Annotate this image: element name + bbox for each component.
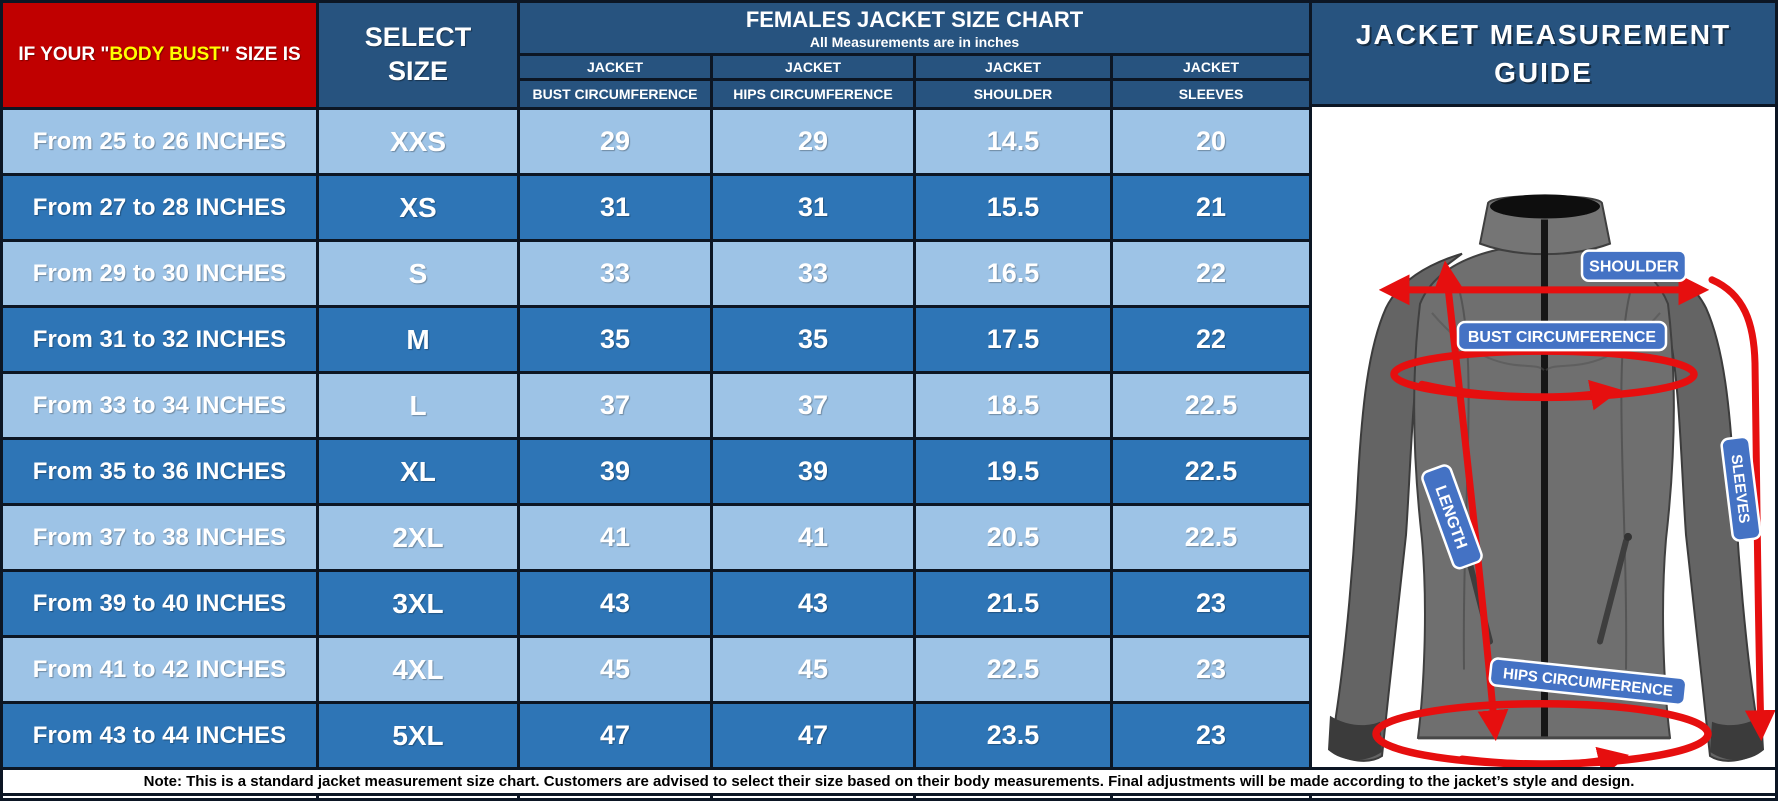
row-shoulder-value: 21.5	[916, 572, 1110, 635]
body-bust-suffix: " SIZE IS	[220, 44, 301, 65]
col-header-jacket: JACKET	[1113, 56, 1309, 78]
row-bust-value: 37	[520, 374, 710, 437]
row-size: S	[319, 242, 517, 305]
row-bust-value: 39	[520, 440, 710, 503]
guide-title: JACKET MEASUREMENT GUIDE	[1312, 3, 1775, 107]
chart-title-band: FEMALES JACKET SIZE CHART All Measuremen…	[520, 3, 1309, 53]
row-hips-value: 47	[713, 704, 913, 767]
row-bust-value: 45	[520, 638, 710, 701]
row-size: 4XL	[319, 638, 517, 701]
note-bar: Note: This is a standard jacket measurem…	[3, 770, 1775, 793]
row-shoulder-value: 18.5	[916, 374, 1110, 437]
row-shoulder-value: 23.5	[916, 704, 1110, 767]
bust-circumference-label: BUST CIRCUMFERENCE	[1456, 320, 1668, 352]
row-size: XS	[319, 176, 517, 239]
row-shoulder-value: 14.5	[916, 110, 1110, 173]
col-header-jacket: JACKET	[916, 56, 1110, 78]
row-bust-range: From 29 to 30 INCHES	[3, 242, 316, 305]
row-bust-range: From 43 to 44 INCHES	[3, 704, 316, 767]
row-size: XXS	[319, 110, 517, 173]
row-hips-value: 39	[713, 440, 913, 503]
body-bust-highlight: BODY BUST	[109, 44, 221, 65]
guide-title-line1: JACKET MEASUREMENT	[1355, 18, 1732, 50]
row-size: XL	[319, 440, 517, 503]
row-shoulder-value: 15.5	[916, 176, 1110, 239]
row-hips-value: 43	[713, 572, 913, 635]
row-size: 2XL	[319, 506, 517, 569]
row-bust-range: From 33 to 34 INCHES	[3, 374, 316, 437]
row-size: L	[319, 374, 517, 437]
svg-text:SHOULDER: SHOULDER	[1589, 258, 1679, 276]
row-hips-value: 33	[713, 242, 913, 305]
row-bust-value: 47	[520, 704, 710, 767]
row-bust-range: From 27 to 28 INCHES	[3, 176, 316, 239]
row-bust-range: From 31 to 32 INCHES	[3, 308, 316, 371]
svg-text:BUST CIRCUMFERENCE: BUST CIRCUMFERENCE	[1468, 328, 1657, 346]
col-header-shoulder: SHOULDER	[916, 81, 1110, 107]
hips-arrow	[1458, 746, 1629, 767]
col-header-jacket: JACKET	[713, 56, 913, 78]
row-sleeves-value: 23	[1113, 704, 1309, 767]
select-size-line1: SELECT	[364, 22, 472, 53]
select-size-header: SELECT SIZE	[319, 3, 517, 107]
body-bust-header: IF YOUR " BODY BUST " SIZE IS	[3, 3, 316, 107]
row-shoulder-value: 22.5	[916, 638, 1110, 701]
col-header-jacket: JACKET	[520, 56, 710, 78]
row-sleeves-value: 22.5	[1113, 440, 1309, 503]
row-bust-value: 43	[520, 572, 710, 635]
chart-header: FEMALES JACKET SIZE CHART All Measuremen…	[520, 3, 1309, 107]
row-sleeves-value: 20	[1113, 110, 1309, 173]
row-bust-range: From 41 to 42 INCHES	[3, 638, 316, 701]
row-size: M	[319, 308, 517, 371]
jacket-illustration: SHOULDER BUST CIRCUMFERENCE LENGTH SLEEV…	[1312, 107, 1775, 767]
row-shoulder-value: 16.5	[916, 242, 1110, 305]
sleeve-arrow	[1708, 276, 1775, 742]
sleeves-label: SLEEVES	[1720, 435, 1762, 542]
row-hips-value: 29	[713, 110, 913, 173]
shoulder-label: SHOULDER	[1580, 249, 1688, 283]
bust-arrow	[1418, 379, 1622, 411]
measurement-labels: SHOULDER BUST CIRCUMFERENCE LENGTH SLEEV…	[1421, 249, 1762, 706]
row-sleeves-value: 22.5	[1113, 506, 1309, 569]
select-size-line2: SIZE	[387, 56, 448, 86]
row-hips-value: 35	[713, 308, 913, 371]
guide-title-line2: GUIDE	[1494, 56, 1593, 88]
row-sleeves-value: 22	[1113, 242, 1309, 305]
row-bust-value: 29	[520, 110, 710, 173]
row-bust-value: 35	[520, 308, 710, 371]
row-bust-range: From 25 to 26 INCHES	[3, 110, 316, 173]
body-bust-prefix: IF YOUR "	[18, 44, 110, 65]
row-bust-range: From 37 to 38 INCHES	[3, 506, 316, 569]
row-hips-value: 41	[713, 506, 913, 569]
col-header-bust-circumference: BUST CIRCUMFERENCE	[520, 81, 710, 107]
row-sleeves-value: 22	[1113, 308, 1309, 371]
row-bust-value: 41	[520, 506, 710, 569]
row-size: 5XL	[319, 704, 517, 767]
jacket-diagram-svg: SHOULDER BUST CIRCUMFERENCE LENGTH SLEEV…	[1328, 194, 1775, 767]
col-header-hips-circumference: HIPS CIRCUMFERENCE	[713, 81, 913, 107]
row-bust-value: 31	[520, 176, 710, 239]
chart-title: FEMALES JACKET SIZE CHART	[745, 6, 1084, 32]
row-sleeves-value: 21	[1113, 176, 1309, 239]
bottom-crop-sliver	[3, 796, 1775, 798]
row-sleeves-value: 23	[1113, 572, 1309, 635]
row-hips-value: 45	[713, 638, 913, 701]
row-sleeves-value: 22.5	[1113, 374, 1309, 437]
jacket-measurement-guide-panel: JACKET MEASUREMENT GUIDE	[1312, 3, 1775, 767]
col-header-sleeves: SLEEVES	[1113, 81, 1309, 107]
chart-subtitle: All Measurements are in inches	[809, 33, 1020, 50]
row-bust-range: From 35 to 36 INCHES	[3, 440, 316, 503]
row-sleeves-value: 23	[1113, 638, 1309, 701]
row-shoulder-value: 17.5	[916, 308, 1110, 371]
row-bust-range: From 39 to 40 INCHES	[3, 572, 316, 635]
row-bust-value: 33	[520, 242, 710, 305]
row-shoulder-value: 20.5	[916, 506, 1110, 569]
row-hips-value: 31	[713, 176, 913, 239]
row-hips-value: 37	[713, 374, 913, 437]
row-shoulder-value: 19.5	[916, 440, 1110, 503]
row-size: 3XL	[319, 572, 517, 635]
